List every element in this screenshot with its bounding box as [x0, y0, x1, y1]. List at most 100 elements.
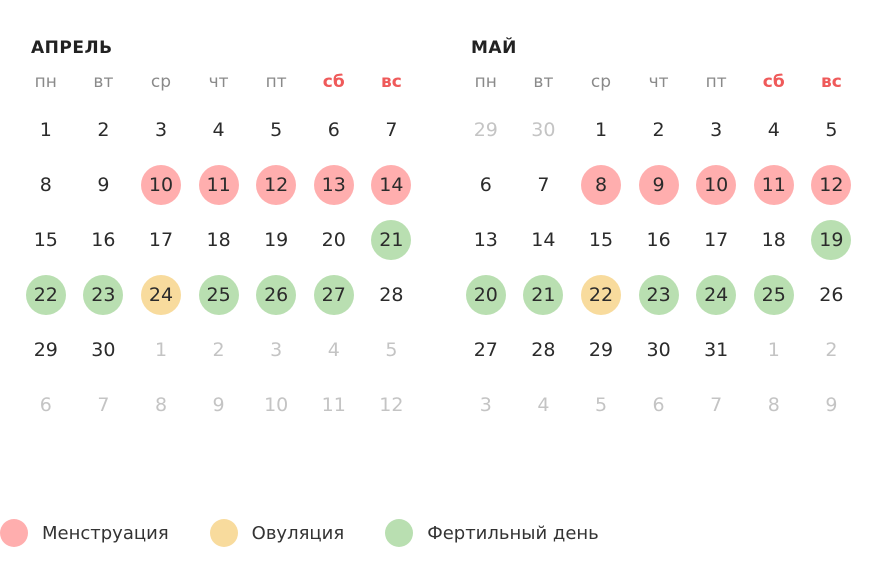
day-cell[interactable]: 29 — [572, 322, 630, 377]
day-cell[interactable]: 28 — [363, 267, 421, 322]
day-cell[interactable]: 8 — [17, 157, 75, 212]
day-cell[interactable]: 11 — [190, 157, 248, 212]
day-cell[interactable]: 25 — [745, 267, 803, 322]
day-cell[interactable]: 14 — [363, 157, 421, 212]
day-number: 17 — [148, 228, 174, 251]
day-number: 22 — [580, 274, 621, 315]
day-cell[interactable]: 26 — [803, 267, 861, 322]
weekday-label: сб — [762, 72, 785, 92]
day-cell[interactable]: 21 — [515, 267, 573, 322]
day-number: 7 — [385, 118, 398, 141]
day-cell[interactable]: 3 — [687, 102, 745, 157]
day-cell[interactable]: 21 — [363, 212, 421, 267]
day-number: 21 — [371, 219, 412, 260]
day-cell-other-month: 11 — [305, 377, 363, 432]
day-number: 1 — [154, 338, 168, 361]
day-number: 4 — [767, 118, 780, 141]
ovulation-dot-icon — [209, 519, 238, 547]
weekday-label: ср — [150, 72, 172, 92]
day-cell[interactable]: 18 — [190, 212, 248, 267]
day-cell[interactable]: 9 — [630, 157, 688, 212]
day-cell[interactable]: 29 — [17, 322, 75, 377]
day-cell[interactable]: 8 — [572, 157, 630, 212]
day-number: 15 — [33, 228, 58, 251]
day-number: 24 — [696, 274, 737, 315]
day-cell[interactable]: 15 — [17, 212, 75, 267]
day-cell[interactable]: 12 — [803, 157, 861, 212]
day-number: 9 — [825, 393, 838, 416]
day-cell-other-month: 30 — [515, 102, 573, 157]
day-cell[interactable]: 5 — [803, 102, 861, 157]
day-cell-other-month: 9 — [803, 377, 861, 432]
day-cell[interactable]: 17 — [687, 212, 745, 267]
day-number: 1 — [767, 338, 780, 361]
day-cell[interactable]: 3 — [132, 102, 190, 157]
day-cell[interactable]: 28 — [515, 322, 573, 377]
day-cell[interactable]: 27 — [457, 322, 515, 377]
day-cell[interactable]: 14 — [515, 212, 573, 267]
day-cell[interactable]: 16 — [630, 212, 688, 267]
day-cell[interactable]: 22 — [572, 267, 630, 322]
day-cell[interactable]: 4 — [745, 102, 803, 157]
day-cell[interactable]: 2 — [630, 102, 688, 157]
day-number: 31 — [704, 338, 729, 361]
day-cell[interactable]: 19 — [803, 212, 861, 267]
day-cell[interactable]: 11 — [745, 157, 803, 212]
day-number: 11 — [321, 393, 346, 416]
day-cell[interactable]: 15 — [572, 212, 630, 267]
day-number: 13 — [313, 164, 354, 205]
day-cell[interactable]: 12 — [247, 157, 305, 212]
weekday-label: вт — [93, 72, 114, 92]
day-cell[interactable]: 5 — [247, 102, 305, 157]
day-number: 5 — [385, 338, 398, 361]
month-may: МАЙ пн вт ср чт пт сб вс 29 30 1 2 3 4 5 6 7 8 9 10 11 12 13 1… — [457, 34, 867, 432]
day-number: 18 — [761, 228, 786, 251]
day-cell[interactable]: 10 — [687, 157, 745, 212]
day-cell[interactable]: 9 — [75, 157, 133, 212]
day-cell[interactable]: 2 — [75, 102, 133, 157]
day-number: 12 — [379, 393, 404, 416]
day-cell[interactable]: 13 — [305, 157, 363, 212]
day-cell[interactable]: 25 — [190, 267, 248, 322]
day-number: 14 — [371, 164, 412, 205]
day-cell[interactable]: 30 — [630, 322, 688, 377]
day-cell[interactable]: 18 — [745, 212, 803, 267]
day-cell-other-month: 7 — [687, 377, 745, 432]
day-number: 26 — [256, 274, 297, 315]
day-number: 17 — [704, 228, 729, 251]
day-cell[interactable]: 13 — [457, 212, 515, 267]
day-number: 25 — [198, 274, 239, 315]
day-cell[interactable]: 1 — [572, 102, 630, 157]
day-cell[interactable]: 6 — [305, 102, 363, 157]
day-number: 2 — [825, 338, 838, 361]
month-title: АПРЕЛЬ — [31, 38, 113, 58]
day-number: 23 — [638, 274, 679, 315]
day-cell[interactable]: 31 — [687, 322, 745, 377]
day-cell[interactable]: 19 — [247, 212, 305, 267]
legend-label: Фертильный день — [427, 522, 599, 544]
day-cell-other-month: 6 — [17, 377, 75, 432]
day-cell[interactable]: 22 — [17, 267, 75, 322]
day-cell[interactable]: 7 — [363, 102, 421, 157]
day-cell-other-month: 7 — [75, 377, 133, 432]
day-cell-other-month: 8 — [745, 377, 803, 432]
day-cell[interactable]: 1 — [17, 102, 75, 157]
day-cell[interactable]: 20 — [305, 212, 363, 267]
day-cell[interactable]: 4 — [190, 102, 248, 157]
day-cell[interactable]: 23 — [630, 267, 688, 322]
day-cell[interactable]: 24 — [687, 267, 745, 322]
day-cell[interactable]: 7 — [515, 157, 573, 212]
day-cell[interactable]: 6 — [457, 157, 515, 212]
day-cell[interactable]: 16 — [75, 212, 133, 267]
day-number: 23 — [83, 274, 124, 315]
day-cell[interactable]: 24 — [132, 267, 190, 322]
day-cell[interactable]: 27 — [305, 267, 363, 322]
day-cell[interactable]: 20 — [457, 267, 515, 322]
day-cell[interactable]: 17 — [132, 212, 190, 267]
day-cell[interactable]: 23 — [75, 267, 133, 322]
day-cell[interactable]: 26 — [247, 267, 305, 322]
day-number: 20 — [465, 274, 506, 315]
day-cell[interactable]: 10 — [132, 157, 190, 212]
day-number: 29 — [473, 118, 498, 141]
day-cell[interactable]: 30 — [75, 322, 133, 377]
